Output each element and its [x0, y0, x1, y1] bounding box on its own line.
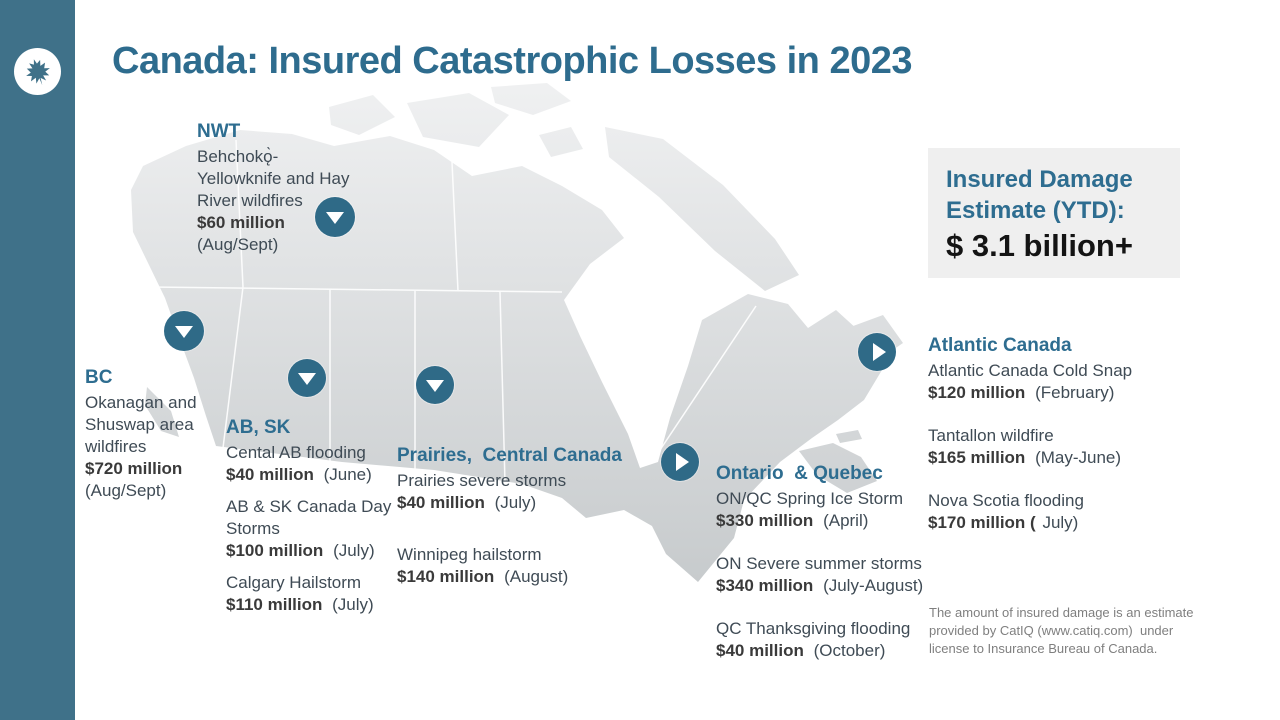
region-title: Prairies, Central Canada	[397, 445, 622, 466]
ab-sk-marker[interactable]	[288, 359, 326, 397]
event-name: Tantallon wildfire	[928, 426, 1054, 445]
event-period: (June)	[323, 465, 372, 484]
event-period: July)	[1042, 513, 1079, 532]
event: QC Thanksgiving flooding $40 million (Oc…	[716, 618, 951, 662]
event-name: Okanagan and Shuswap area wildfires	[85, 393, 197, 456]
atlantic-marker[interactable]	[858, 333, 896, 371]
event-amount: $120 million	[928, 383, 1026, 402]
maple-leaf-icon	[25, 58, 50, 85]
bc-marker[interactable]	[164, 311, 204, 351]
event-amount: $40 million	[716, 641, 804, 660]
event-amount: $165 million	[928, 448, 1026, 467]
event: Atlantic Canada Cold Snap $120 million (…	[928, 360, 1180, 404]
event-period: (July)	[333, 541, 375, 560]
ellesmere-island	[491, 83, 571, 115]
event-period: (April)	[823, 511, 869, 530]
sidebar	[0, 0, 75, 720]
event-amount: $330 million	[716, 511, 814, 530]
region-nwt: NWT Behchokǫ̀- Yellowknife and Hay River…	[197, 120, 369, 269]
nwt-marker[interactable]	[315, 197, 355, 237]
event-amount: $60 million	[197, 213, 285, 232]
event-name: Behchokǫ̀- Yellowknife and Hay River wil…	[197, 147, 350, 210]
region-title: NWT	[197, 121, 241, 142]
prairies-marker[interactable]	[416, 366, 454, 404]
right-triangle-icon	[872, 343, 886, 361]
event: Tantallon wildfire $165 million (May-Jun…	[928, 425, 1180, 469]
nova-scotia	[799, 443, 877, 493]
event-period: (August)	[504, 567, 569, 586]
event-amount: $340 million	[716, 576, 814, 595]
event-amount: $140 million	[397, 567, 495, 586]
ontario-quebec-marker[interactable]	[661, 443, 699, 481]
region-title: BC	[85, 367, 113, 388]
victoria-island	[407, 93, 509, 147]
event-amount: $170 million (	[928, 513, 1036, 532]
vancouver-island	[145, 387, 179, 437]
event-name: QC Thanksgiving flooding	[716, 619, 911, 638]
down-triangle-icon	[326, 212, 344, 224]
event-name: ON/QC Spring Ice Storm	[716, 489, 904, 508]
region-ab-sk: AB, SK Cental AB flooding $40 million (J…	[226, 416, 398, 626]
event: Cental AB flooding $40 million (June)	[226, 442, 398, 486]
province-borders	[149, 139, 757, 484]
event-amount: $40 million	[397, 493, 485, 512]
event-name: ON Severe summer storms	[716, 554, 922, 573]
region-title: AB, SK	[226, 417, 291, 438]
ibc-logo	[14, 48, 61, 95]
event: Nova Scotia flooding $170 million ( July…	[928, 490, 1180, 534]
footnote: The amount of insured damage is an estim…	[929, 605, 1194, 656]
event: Calgary Hailstorm $110 million (July)	[226, 572, 398, 616]
event-name: AB & SK Canada Day Storms	[226, 497, 397, 538]
region-bc: BC Okanagan and Shuswap area wildfires $…	[85, 366, 227, 515]
region-prairies: Prairies, Central Canada Prairies severe…	[397, 444, 629, 618]
region-ontario-quebec: Ontario & Quebec ON/QC Spring Ice Storm …	[716, 462, 951, 683]
insured-damage-estimate-box: Insured Damage Estimate (YTD): $ 3.1 bil…	[928, 148, 1180, 278]
event-name: Atlantic Canada Cold Snap	[928, 361, 1133, 380]
event-name: Prairies severe storms	[397, 471, 567, 490]
event-period: (May-June)	[1035, 448, 1122, 467]
king-william-island	[539, 127, 583, 157]
event-amount: $100 million	[226, 541, 324, 560]
region-atlantic: Atlantic Canada Atlantic Canada Cold Sna…	[928, 334, 1180, 555]
baffin-island	[605, 127, 799, 291]
event-period: (Aug/Sept)	[197, 235, 279, 254]
event-period: (July-August)	[823, 576, 924, 595]
region-title: Atlantic Canada	[928, 335, 1072, 356]
region-title: Ontario & Quebec	[716, 463, 883, 484]
event-period: (July)	[332, 595, 374, 614]
event: ON Severe summer storms $340 million (Ju…	[716, 553, 951, 597]
summary-amount: $ 3.1 billion+	[946, 228, 1133, 263]
down-triangle-icon	[175, 326, 193, 338]
event-period: (July)	[494, 493, 537, 512]
event: AB & SK Canada Day Storms $100 million (…	[226, 496, 398, 562]
event-amount: $40 million	[226, 465, 314, 484]
page-title: Canada: Insured Catastrophic Losses in 2…	[112, 40, 913, 82]
right-triangle-icon	[675, 453, 689, 471]
event-period: (February)	[1035, 383, 1115, 402]
pei	[836, 430, 862, 443]
event: Behchokǫ̀- Yellowknife and Hay River wil…	[197, 146, 369, 256]
event-period: (Aug/Sept)	[85, 481, 167, 500]
event-amount: $110 million	[226, 595, 323, 614]
event-name: Cental AB flooding	[226, 443, 366, 462]
summary-heading: Insured Damage Estimate (YTD):	[946, 166, 1133, 224]
down-triangle-icon	[298, 373, 316, 385]
event-name: Winnipeg hailstorm	[397, 545, 542, 564]
event: Prairies severe storms $40 million (July…	[397, 470, 629, 514]
event-period: (October)	[813, 641, 886, 660]
event-name: Calgary Hailstorm	[226, 573, 362, 592]
event: Okanagan and Shuswap area wildfires $720…	[85, 392, 227, 502]
event: Winnipeg hailstorm $140 million (August)	[397, 544, 629, 588]
down-triangle-icon	[426, 380, 444, 392]
event-name: Nova Scotia flooding	[928, 491, 1084, 510]
event-amount: $720 million	[85, 459, 183, 478]
banks-island	[329, 95, 395, 135]
event: ON/QC Spring Ice Storm $330 million (Apr…	[716, 488, 951, 532]
